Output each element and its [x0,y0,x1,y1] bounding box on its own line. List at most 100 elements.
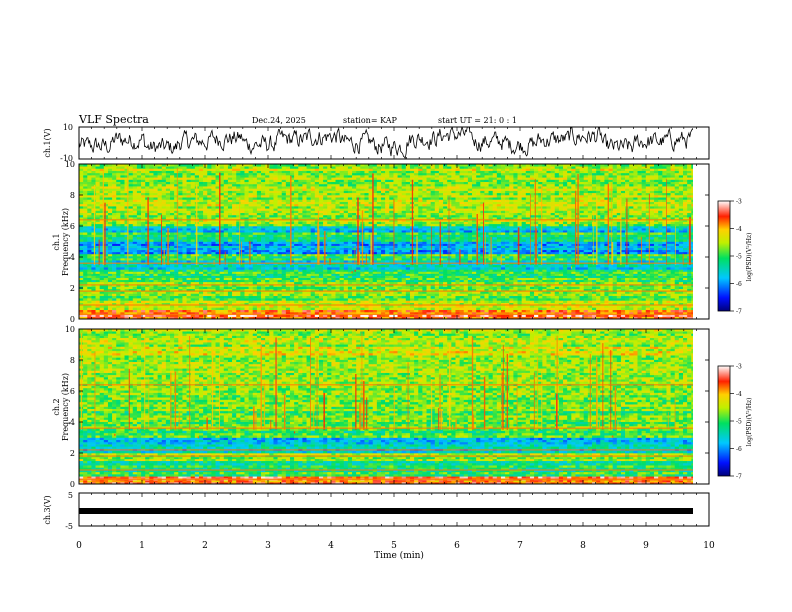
spectrogram-cell [116,309,121,313]
spectrogram-cell [463,275,469,278]
spectrogram-cell [302,255,307,259]
spectrogram-cell [405,269,411,272]
spectrogram-cell [575,316,580,319]
spectrogram-cell [596,314,601,317]
spectrogram-cell [136,312,142,315]
station-label: station= KAP [343,116,398,125]
spectrogram-cell [625,300,630,304]
spectrogram-cell [252,251,258,255]
spectrogram-cell [207,243,212,246]
spectrogram-cell [385,245,390,248]
spectrogram-cell [91,316,96,319]
spectrogram-cell [207,251,212,255]
spectrogram-cell [405,260,411,263]
spectrogram-cell [654,275,659,278]
spectrogram-cell [637,249,642,253]
spectrogram-cell [554,273,560,276]
spectrogram-cell [567,286,572,290]
spectrogram-cell [488,279,493,283]
spectrogram-cell [331,247,336,251]
spectrogram-cell [620,249,626,253]
spectrogram-cell [633,255,638,259]
spectrogram-cell [116,255,121,259]
spectrogram-cell [505,251,510,255]
spectrogram-cell [91,264,96,268]
spectrogram-cell [463,273,469,276]
spectrogram-cell [649,300,655,304]
spectrogram-cell [256,309,262,313]
spectrogram-cell [476,286,481,290]
spectrogram-cell [414,309,419,313]
spectrogram-cell [128,277,134,281]
spectrogram-cell [509,309,514,313]
spectrogram-cell [637,277,642,281]
spectrogram-cell [116,305,121,308]
spectrogram-cell [194,307,200,310]
spectrogram-cell [277,286,283,290]
spectrogram-cell [141,271,146,274]
spectrogram-cell [563,293,568,297]
spectrogram-cell [331,273,336,276]
spectrogram-cell [695,305,699,308]
spectrogram-cell [600,255,605,259]
spectrogram-cell [194,309,200,313]
spectrogram-cell [666,253,671,257]
spectrogram-cell [529,286,535,290]
spectrogram-cell [509,273,514,276]
spectrogram-cell [393,279,398,283]
spectrogram-cell [521,293,527,297]
spectrogram-cell [472,275,477,278]
spectrogram-cell [112,247,117,251]
spectrogram-cell [298,293,303,297]
spectrogram-cell [356,314,361,317]
spectrogram-cell [269,267,274,270]
spectrogram-cell [99,267,105,270]
spectrogram-cell [149,273,154,276]
spectrogram-cell [190,300,196,304]
spectrogram-cell [579,314,585,317]
spectrogram-cell [691,307,693,310]
spectrogram-cell [161,314,167,317]
spectrogram-cell [550,269,556,272]
spectrogram-cell [542,245,547,248]
spectrogram-cell [695,250,699,252]
spectrogram-cell [542,309,547,313]
spectrogram-cell [236,279,241,283]
spectrogram-cell [455,291,460,294]
spectrogram-cell [438,309,444,313]
spectrogram-cell [302,312,307,315]
spectrogram-cell [281,316,287,319]
spectrogram-cell [455,247,460,251]
spectrogram-cell [492,251,498,255]
spectrogram-cell [546,312,551,315]
spectrogram-cell [633,298,638,301]
spectrogram-cell [629,288,634,292]
spectrogram-cell [397,253,402,257]
spectrogram-cell [488,273,493,276]
spectrogram-cell [83,245,88,248]
spectrogram-cell [492,281,498,285]
spectrogram-cell [525,291,531,294]
spectrogram-cell [434,279,440,283]
spectrogram-cell [207,293,212,297]
spectrogram-cell [385,260,390,263]
spectrogram-cell [298,316,303,319]
spectrogram-cell [116,291,121,294]
spectrogram-cell [331,279,336,283]
spectrogram-cell [563,281,568,285]
spectrogram-cell [550,258,556,261]
spectrogram-cell [232,300,237,304]
spectrogram-cell [554,302,560,306]
spectrogram-cell [401,258,407,261]
spectrogram-cell [265,269,270,272]
spectrogram-cell [145,300,150,304]
spectrogram-cell [302,281,307,285]
spectrogram-cell [426,277,431,281]
spectrogram-cell [608,305,613,308]
spectrogram-cell [678,253,684,257]
spectrogram-cell [563,245,568,248]
spectrogram-cell [596,281,601,285]
spectrogram-cell [695,312,699,315]
spectrogram-cell [95,267,100,270]
spectrogram-cell [381,286,386,290]
